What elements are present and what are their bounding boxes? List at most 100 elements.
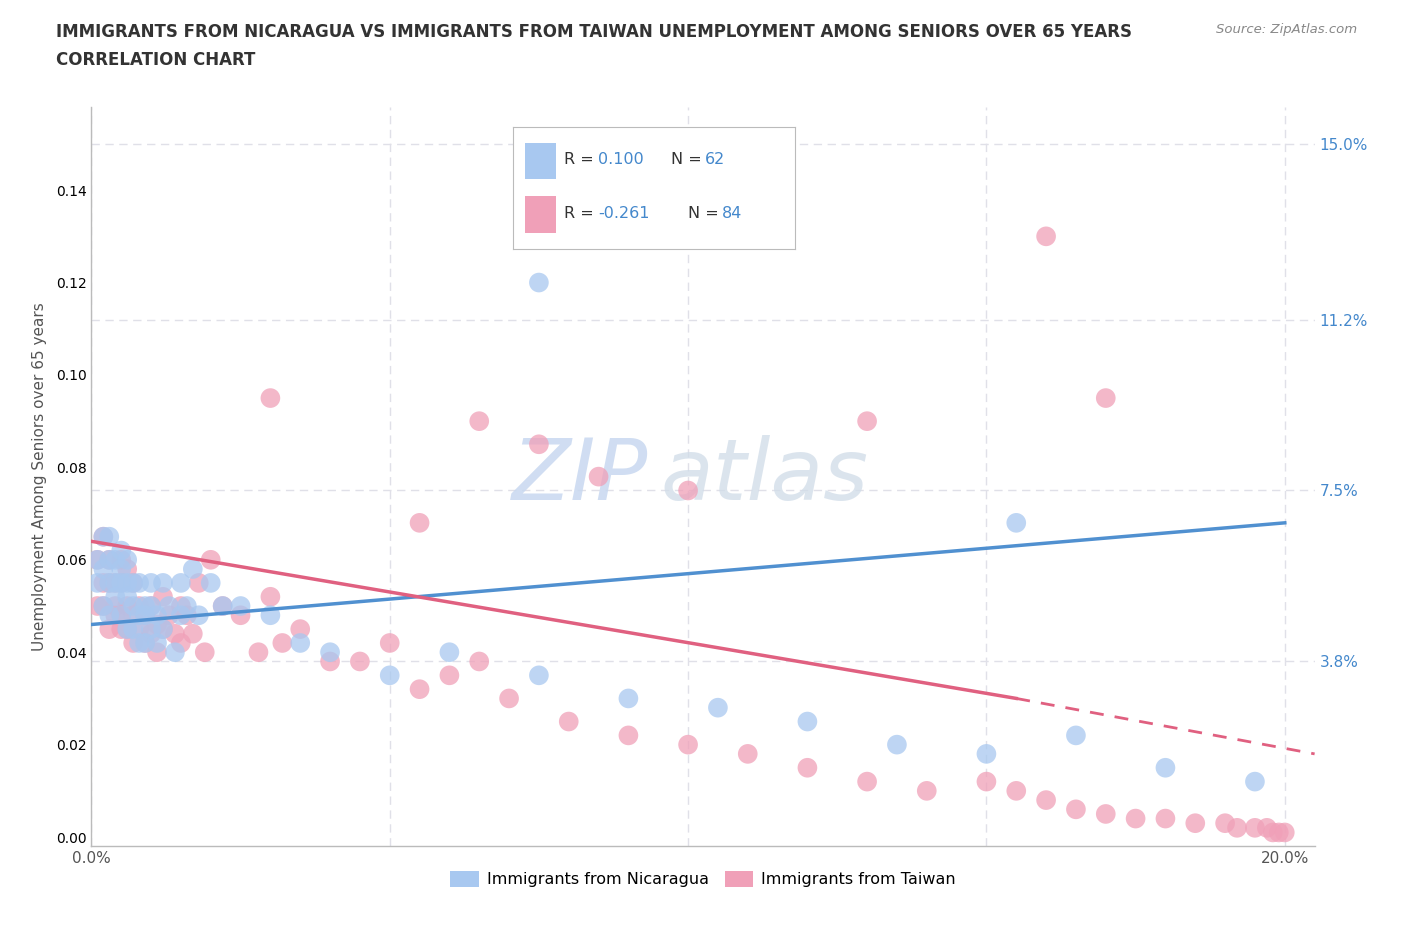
Point: [98, 552, 121, 567]
Point: [1064, 802, 1087, 817]
Point: [468, 654, 491, 669]
Point: [134, 635, 156, 650]
Point: [157, 599, 180, 614]
Point: [1035, 229, 1057, 244]
Point: [378, 668, 401, 683]
Point: [122, 576, 145, 591]
Point: [1154, 761, 1177, 776]
Point: [110, 608, 132, 623]
Point: [1226, 820, 1249, 835]
Point: [122, 576, 145, 591]
Point: [146, 644, 169, 659]
Point: [115, 590, 138, 604]
Point: [976, 774, 998, 789]
Point: [115, 599, 138, 614]
Point: [181, 562, 204, 577]
Legend: Immigrants from Nicaragua, Immigrants from Taiwan: Immigrants from Nicaragua, Immigrants fr…: [443, 864, 963, 894]
Point: [886, 737, 908, 752]
Point: [163, 626, 186, 641]
Point: [200, 552, 222, 567]
Point: [527, 437, 550, 452]
Point: [796, 714, 818, 729]
Point: [115, 562, 138, 577]
Point: [91, 529, 114, 544]
Point: [558, 714, 581, 729]
Point: [737, 747, 759, 762]
Point: [1244, 774, 1267, 789]
Text: Source: ZipAtlas.com: Source: ZipAtlas.com: [1216, 23, 1357, 36]
Point: [176, 599, 198, 614]
Point: [1094, 806, 1116, 821]
Point: [527, 275, 550, 290]
Point: [91, 576, 114, 591]
Point: [915, 783, 938, 798]
Point: [110, 543, 132, 558]
Point: [290, 621, 312, 636]
Point: [128, 635, 150, 650]
Point: [86, 552, 108, 567]
Point: [1184, 816, 1206, 830]
Point: [122, 608, 145, 623]
Point: [122, 635, 145, 650]
Text: ZIP: ZIP: [512, 435, 648, 518]
Text: IMMIGRANTS FROM NICARAGUA VS IMMIGRANTS FROM TAIWAN UNEMPLOYMENT AMONG SENIORS O: IMMIGRANTS FROM NICARAGUA VS IMMIGRANTS …: [56, 23, 1132, 41]
Text: CORRELATION CHART: CORRELATION CHART: [56, 51, 256, 69]
Point: [152, 621, 174, 636]
Point: [134, 599, 156, 614]
Point: [170, 635, 193, 650]
Point: [211, 599, 233, 614]
Point: [104, 608, 127, 623]
Point: [110, 562, 132, 577]
Text: atlas: atlas: [661, 435, 868, 518]
Point: [527, 668, 550, 683]
Point: [259, 391, 281, 405]
Point: [194, 644, 217, 659]
Point: [110, 621, 132, 636]
Point: [91, 562, 114, 577]
Point: [1064, 728, 1087, 743]
Point: [1213, 816, 1236, 830]
Point: [229, 599, 252, 614]
Point: [139, 621, 162, 636]
Point: [439, 668, 461, 683]
Point: [104, 576, 127, 591]
Point: [676, 737, 699, 752]
Point: [976, 747, 998, 762]
Point: [104, 590, 127, 604]
Point: [1005, 515, 1028, 530]
Point: [1268, 825, 1291, 840]
Point: [676, 483, 699, 498]
Point: [187, 608, 209, 623]
Y-axis label: Unemployment Among Seniors over 65 years: Unemployment Among Seniors over 65 years: [32, 302, 48, 651]
Point: [187, 576, 209, 591]
Point: [1261, 825, 1284, 840]
Point: [617, 728, 640, 743]
Point: [181, 626, 204, 641]
Point: [98, 621, 121, 636]
Point: [134, 608, 156, 623]
Point: [378, 635, 401, 650]
Point: [170, 576, 193, 591]
Point: [1274, 825, 1296, 840]
Point: [617, 691, 640, 706]
Point: [128, 576, 150, 591]
Point: [110, 552, 132, 567]
Point: [229, 608, 252, 623]
Point: [468, 414, 491, 429]
Point: [115, 621, 138, 636]
Point: [128, 608, 150, 623]
Point: [856, 414, 879, 429]
Point: [588, 469, 610, 484]
Point: [115, 552, 138, 567]
Point: [128, 599, 150, 614]
Point: [498, 691, 520, 706]
Point: [128, 621, 150, 636]
Point: [152, 621, 174, 636]
Point: [211, 599, 233, 614]
Point: [707, 700, 730, 715]
Point: [110, 576, 132, 591]
Point: [176, 608, 198, 623]
Point: [408, 515, 430, 530]
Point: [247, 644, 270, 659]
Point: [139, 626, 162, 641]
